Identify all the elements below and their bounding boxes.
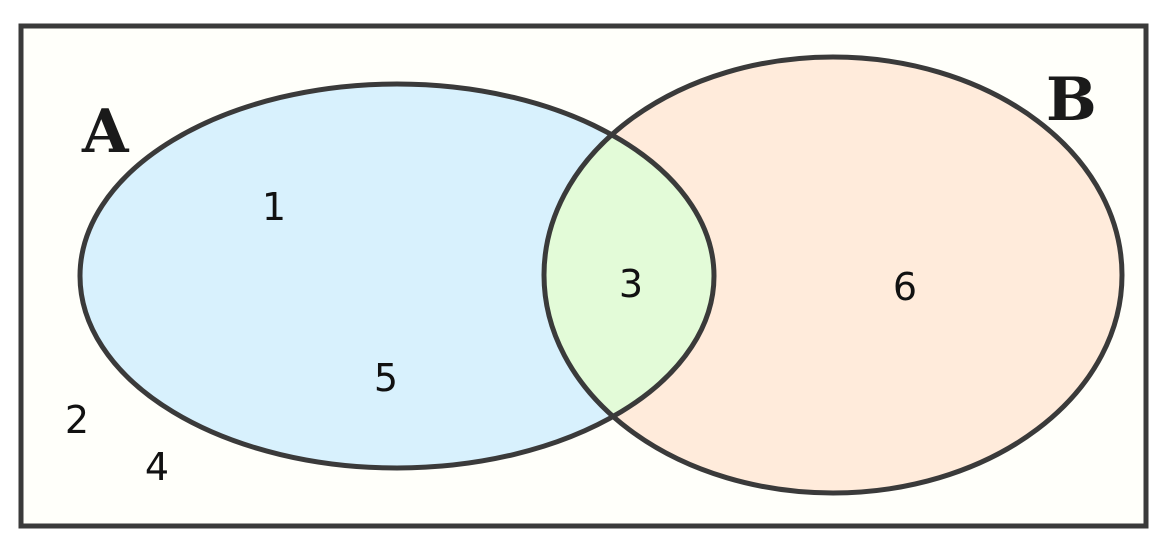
set-a-region <box>80 84 714 468</box>
element-only-a: 1 <box>262 185 286 229</box>
set-b-region <box>544 57 1122 493</box>
element-only-a: 5 <box>374 356 398 400</box>
set-a-label: A <box>81 97 130 167</box>
element-only-b: 6 <box>893 265 917 309</box>
set-a-outline <box>77 81 717 471</box>
set-b-outline <box>541 54 1125 496</box>
set-b-label: B <box>1046 65 1097 135</box>
element-outside: 2 <box>65 398 89 442</box>
element-outside: 4 <box>145 445 169 489</box>
element-intersection: 3 <box>619 262 643 306</box>
